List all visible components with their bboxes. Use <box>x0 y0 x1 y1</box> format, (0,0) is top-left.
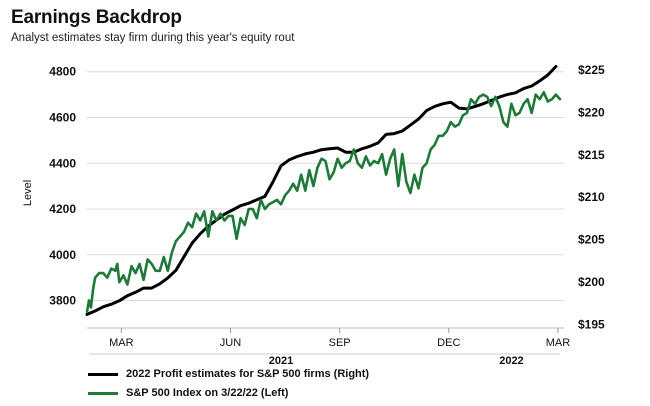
series-line-profit-estimates <box>85 65 558 316</box>
right-tick-label: $195 <box>578 318 605 332</box>
right-tick-label: $205 <box>578 233 605 247</box>
year-label: 2021 <box>269 355 293 367</box>
chart-title: Earnings Backdrop <box>11 7 182 28</box>
right-tick-label: $215 <box>578 148 605 162</box>
legend-swatch-sp500 <box>88 391 118 395</box>
legend-item-sp500: S&P 500 Index on 3/22/22 (Left) <box>88 387 288 399</box>
x-tick-label: SEP <box>329 337 351 349</box>
right-tick-label: $225 <box>578 63 605 77</box>
year-label: 2022 <box>499 355 523 367</box>
right-tick-label: $210 <box>578 190 605 204</box>
right-tick-label: $200 <box>578 275 605 289</box>
left-tick-label: 4400 <box>49 156 76 170</box>
y-axis-label: Level <box>22 180 34 206</box>
left-tick-label: 4200 <box>49 202 76 216</box>
left-tick-label: 4600 <box>49 110 76 124</box>
left-tick-label: 4000 <box>49 248 76 262</box>
chart-subtitle: Analyst estimates stay firm during this … <box>11 32 295 44</box>
x-tick-label: MAR <box>109 337 134 349</box>
left-tick-label: 4800 <box>49 65 76 79</box>
left-tick-label: 3800 <box>49 294 76 308</box>
x-tick-label: JUN <box>220 337 241 349</box>
x-tick-label: MAR <box>546 337 571 349</box>
legend-label-sp500: S&P 500 Index on 3/22/22 (Left) <box>126 387 289 399</box>
legend-label-profit-estimates: 2022 Profit estimates for S&P 500 firms … <box>126 368 370 380</box>
right-tick-label: $220 <box>578 105 605 119</box>
legend-item-profit-estimates: 2022 Profit estimates for S&P 500 firms … <box>88 368 369 380</box>
series-line-sp500 <box>85 91 562 314</box>
x-tick-label: DEC <box>437 337 460 349</box>
legend-swatch-profit-estimates <box>88 372 118 376</box>
